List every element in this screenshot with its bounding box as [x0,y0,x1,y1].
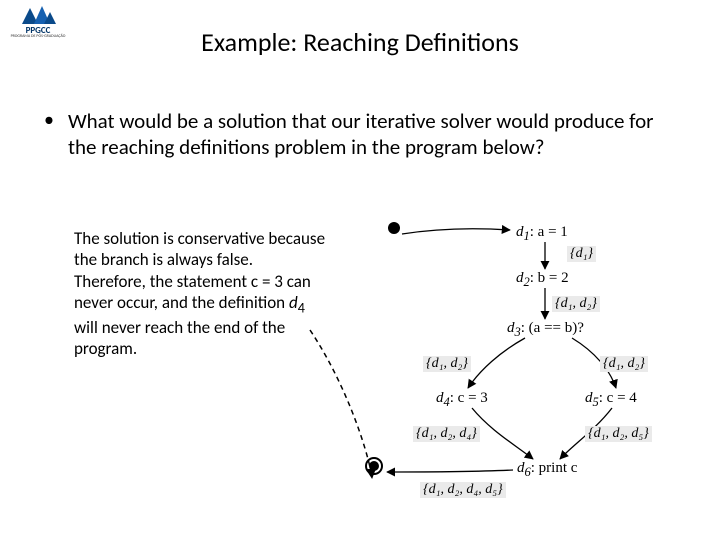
expl-line: will never reach the end of the [74,317,285,338]
expl-line: never occur, and the definition [74,292,289,313]
set-d6: {d₁, d₂, d₄, d₅} [420,482,506,498]
exit-node-dot [369,461,379,471]
main-bullet: • What would be a solution that our iter… [44,108,654,161]
node-d3: d3: (a == b)? [507,320,584,340]
edge-d4-d6 [472,408,533,459]
set-d1: {d₁} [567,246,596,262]
cfg-diagram: d1: a = 1 d2: b = 2 d3: (a == b)? d4: c … [360,220,710,520]
set-d3-right: {d₁, d₂} [600,356,648,372]
set-d5: {d₁, d₂, d₅} [585,426,652,442]
set-d3-left: {d₁, d₂} [423,356,471,372]
edge-d6-exit [387,470,513,472]
node-d6: d6: print c [517,460,577,480]
set-d2: {d₁, d₂} [552,296,600,312]
node-d5: d5: c = 4 [585,390,637,410]
page-title: Example: Reaching Definitions [0,26,720,58]
entry-node [388,222,400,234]
bullet-dot: • [44,108,54,132]
logo-icon [16,4,60,26]
expl-var: d [289,292,298,313]
expl-line: Therefore, the statement c = 3 can [74,271,311,292]
expl-sub: 4 [298,299,305,316]
set-d4: {d₁, d₂, d₄} [413,426,480,442]
node-d4: d4: c = 3 [436,390,488,410]
edge-entry-d1 [402,229,510,234]
expl-line: the branch is always false. [74,249,253,270]
expl-line: program. [74,338,137,359]
bullet-text: What would be a solution that our iterat… [68,108,654,161]
explanation-text: The solution is conservative because the… [74,228,364,359]
expl-line: The solution is conservative because [74,228,325,249]
edge-d3-d4 [468,338,525,388]
node-d1: d1: a = 1 [516,224,568,244]
node-d2: d2: b = 2 [516,270,569,290]
